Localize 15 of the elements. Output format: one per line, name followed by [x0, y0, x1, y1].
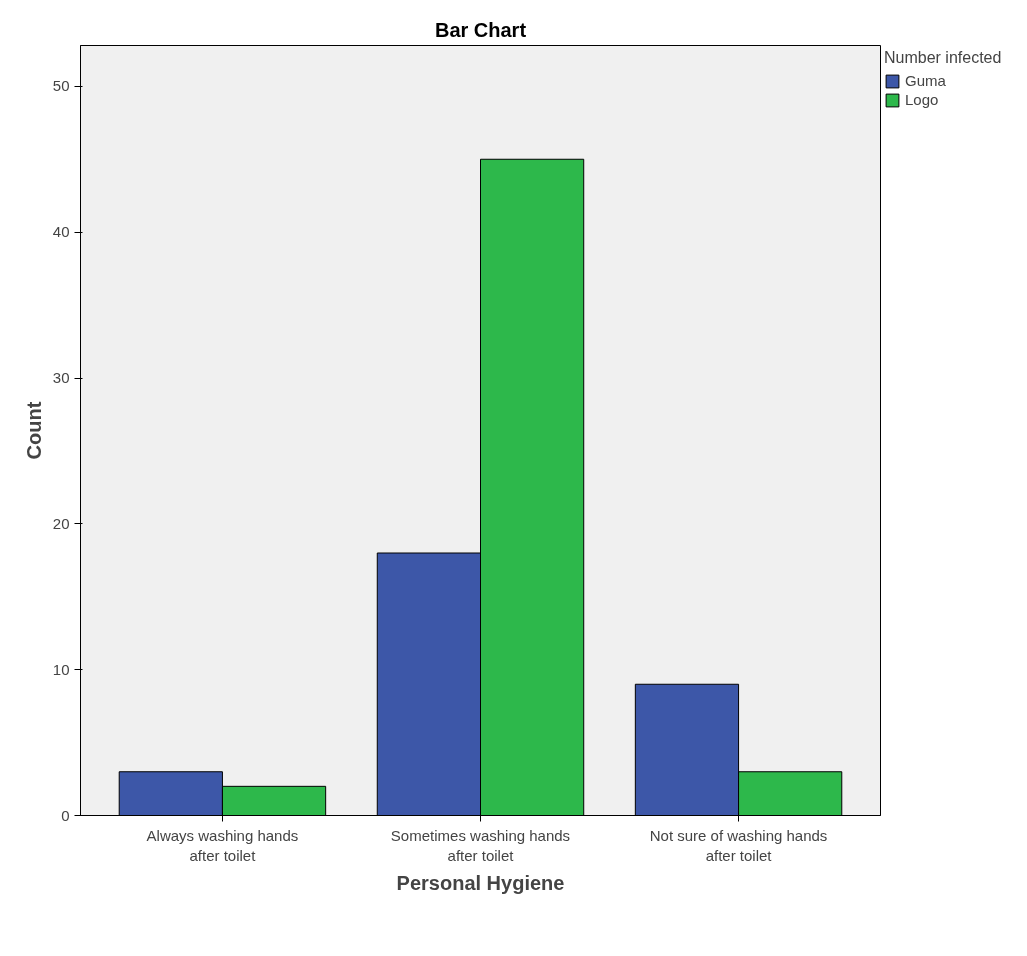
y-tick-label: 30 [52, 369, 70, 386]
y-tick-label: 0 [61, 806, 70, 824]
legend-label: Guma [905, 72, 946, 89]
x-axis-title: Personal Hygiene [396, 871, 565, 894]
y-tick-label: 10 [52, 660, 70, 678]
legend-label: Logo [905, 91, 939, 108]
chart-title: Bar Chart [434, 18, 527, 41]
y-tick-label: 20 [52, 514, 70, 532]
x-tick-label: Not sure of washing hands after toilet [649, 826, 828, 864]
legend-title: Number infected [884, 49, 1002, 67]
x-tick-label: Sometimes washing hands after toilet [390, 826, 571, 864]
y-axis-title: Count [22, 401, 45, 460]
x-tick-label: Always washing hands after toilet [146, 826, 299, 864]
y-tick-label: 50 [52, 77, 70, 95]
y-tick-label: 40 [52, 223, 70, 241]
